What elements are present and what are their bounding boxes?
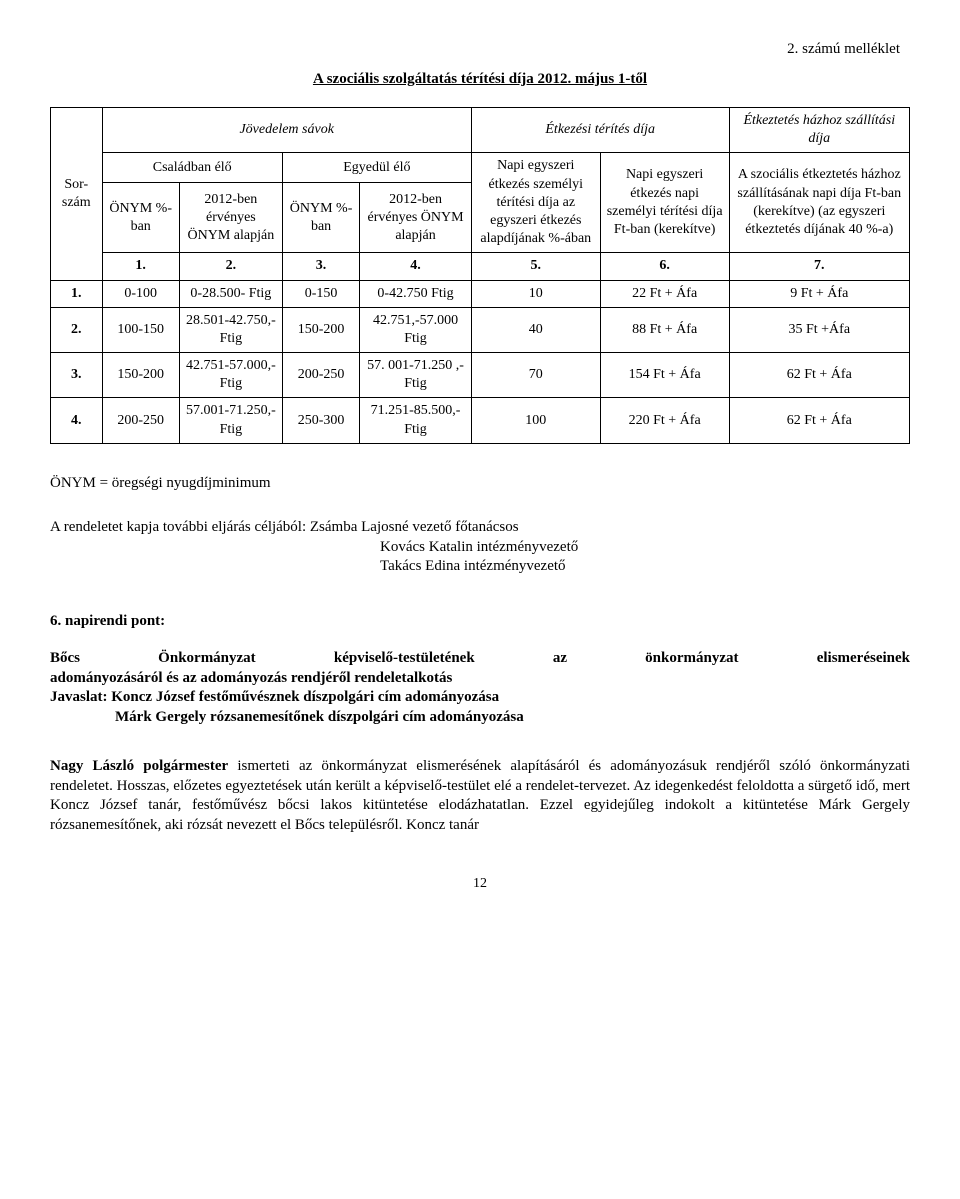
cell: 0-150 bbox=[282, 280, 359, 307]
row-num: 2. bbox=[51, 307, 103, 352]
cell: 150-200 bbox=[282, 307, 359, 352]
cell: 0-100 bbox=[102, 280, 179, 307]
agenda-heading: 6. napirendi pont: bbox=[50, 612, 910, 632]
header-onym2: ÖNYM %-ban bbox=[282, 183, 359, 253]
header-onym1: ÖNYM %-ban bbox=[102, 183, 179, 253]
colnum-4: 4. bbox=[360, 253, 472, 280]
agenda-para1a: Bőcs Önkormányzat képviselő-testületének… bbox=[50, 649, 910, 669]
table-row: 1. 0-100 0-28.500- Ftig 0-150 0-42.750 F… bbox=[51, 280, 910, 307]
header-csaladban: Családban élő bbox=[102, 153, 282, 183]
fee-table: Sor-szám Jövedelem sávok Étkezési téríté… bbox=[50, 107, 910, 444]
header-onym-alap1: 2012-ben érvényes ÖNYM alapján bbox=[179, 183, 282, 253]
agenda-body: Bőcs Önkormányzat képviselő-testületének… bbox=[50, 649, 910, 835]
recipients-line3: Takács Edina intézményvezető bbox=[380, 557, 910, 577]
cell: 0-28.500- Ftig bbox=[179, 280, 282, 307]
page-number: 12 bbox=[50, 875, 910, 893]
cell: 200-250 bbox=[102, 398, 179, 443]
header-napi-egyszeri: Napi egyszeri étkezés személyi térítési … bbox=[471, 153, 600, 253]
header-egyedul: Egyedül élő bbox=[282, 153, 471, 183]
cell: 0-42.750 Ftig bbox=[360, 280, 472, 307]
cell: 57. 001-71.250 ,-Ftig bbox=[360, 353, 472, 398]
table-row: 4. 200-250 57.001-71.250,- Ftig 250-300 … bbox=[51, 398, 910, 443]
cell: 100 bbox=[471, 398, 600, 443]
cell: 220 Ft + Áfa bbox=[600, 398, 729, 443]
colnum-7: 7. bbox=[729, 253, 909, 280]
cell: 70 bbox=[471, 353, 600, 398]
cell: 42.751,-57.000 Ftig bbox=[360, 307, 472, 352]
colnum-1: 1. bbox=[102, 253, 179, 280]
cell: 154 Ft + Áfa bbox=[600, 353, 729, 398]
cell: 71.251-85.500,- Ftig bbox=[360, 398, 472, 443]
agenda-para1b: adományozásáról és az adományozás rendjé… bbox=[50, 670, 452, 686]
row-num: 1. bbox=[51, 280, 103, 307]
recipients-block: A rendeletet kapja további eljárás céljá… bbox=[50, 518, 910, 577]
agenda-proposal1: Javaslat: Koncz József festőművésznek dí… bbox=[50, 689, 499, 705]
footnote: ÖNYM = öregségi nyugdíjminimum bbox=[50, 474, 910, 494]
cell: 9 Ft + Áfa bbox=[729, 280, 909, 307]
colnum-5: 5. bbox=[471, 253, 600, 280]
header-hazhoz: Étkeztetés házhoz szállítási díja bbox=[729, 108, 909, 153]
cell: 88 Ft + Áfa bbox=[600, 307, 729, 352]
row-num: 4. bbox=[51, 398, 103, 443]
table-row: 3. 150-200 42.751-57.000,- Ftig 200-250 … bbox=[51, 353, 910, 398]
recipients-line2: Kovács Katalin intézményvezető bbox=[380, 538, 910, 558]
cell: 42.751-57.000,- Ftig bbox=[179, 353, 282, 398]
cell: 22 Ft + Áfa bbox=[600, 280, 729, 307]
cell: 100-150 bbox=[102, 307, 179, 352]
header-napi-napi: Napi egyszeri étkezés napi személyi térí… bbox=[600, 153, 729, 253]
recipients-line1: A rendeletet kapja további eljárás céljá… bbox=[50, 518, 910, 538]
document-title: A szociális szolgáltatás térítési díja 2… bbox=[50, 70, 910, 90]
header-szocialis: A szociális étkeztetés házhoz szállításá… bbox=[729, 153, 909, 253]
cell: 62 Ft + Áfa bbox=[729, 353, 909, 398]
colnum-2: 2. bbox=[179, 253, 282, 280]
cell: 200-250 bbox=[282, 353, 359, 398]
cell: 150-200 bbox=[102, 353, 179, 398]
cell: 10 bbox=[471, 280, 600, 307]
colnum-6: 6. bbox=[600, 253, 729, 280]
header-jovedelem: Jövedelem sávok bbox=[102, 108, 471, 153]
cell: 35 Ft +Áfa bbox=[729, 307, 909, 352]
cell: 40 bbox=[471, 307, 600, 352]
agenda-proposal2: Márk Gergely rózsanemesítőnek díszpolgár… bbox=[115, 708, 910, 728]
cell: 250-300 bbox=[282, 398, 359, 443]
cell: 62 Ft + Áfa bbox=[729, 398, 909, 443]
cell: 57.001-71.250,- Ftig bbox=[179, 398, 282, 443]
attachment-label: 2. számú melléklet bbox=[50, 40, 910, 60]
agenda-lead-name: Nagy László polgármester bbox=[50, 758, 228, 774]
colnum-3: 3. bbox=[282, 253, 359, 280]
header-etkezesi: Étkezési térítés díja bbox=[471, 108, 729, 153]
header-sorszam: Sor-szám bbox=[51, 108, 103, 281]
header-onym-alap2: 2012-ben érvényes ÖNYM alapján bbox=[360, 183, 472, 253]
cell: 28.501-42.750,- Ftig bbox=[179, 307, 282, 352]
table-row: 2. 100-150 28.501-42.750,- Ftig 150-200 … bbox=[51, 307, 910, 352]
row-num: 3. bbox=[51, 353, 103, 398]
